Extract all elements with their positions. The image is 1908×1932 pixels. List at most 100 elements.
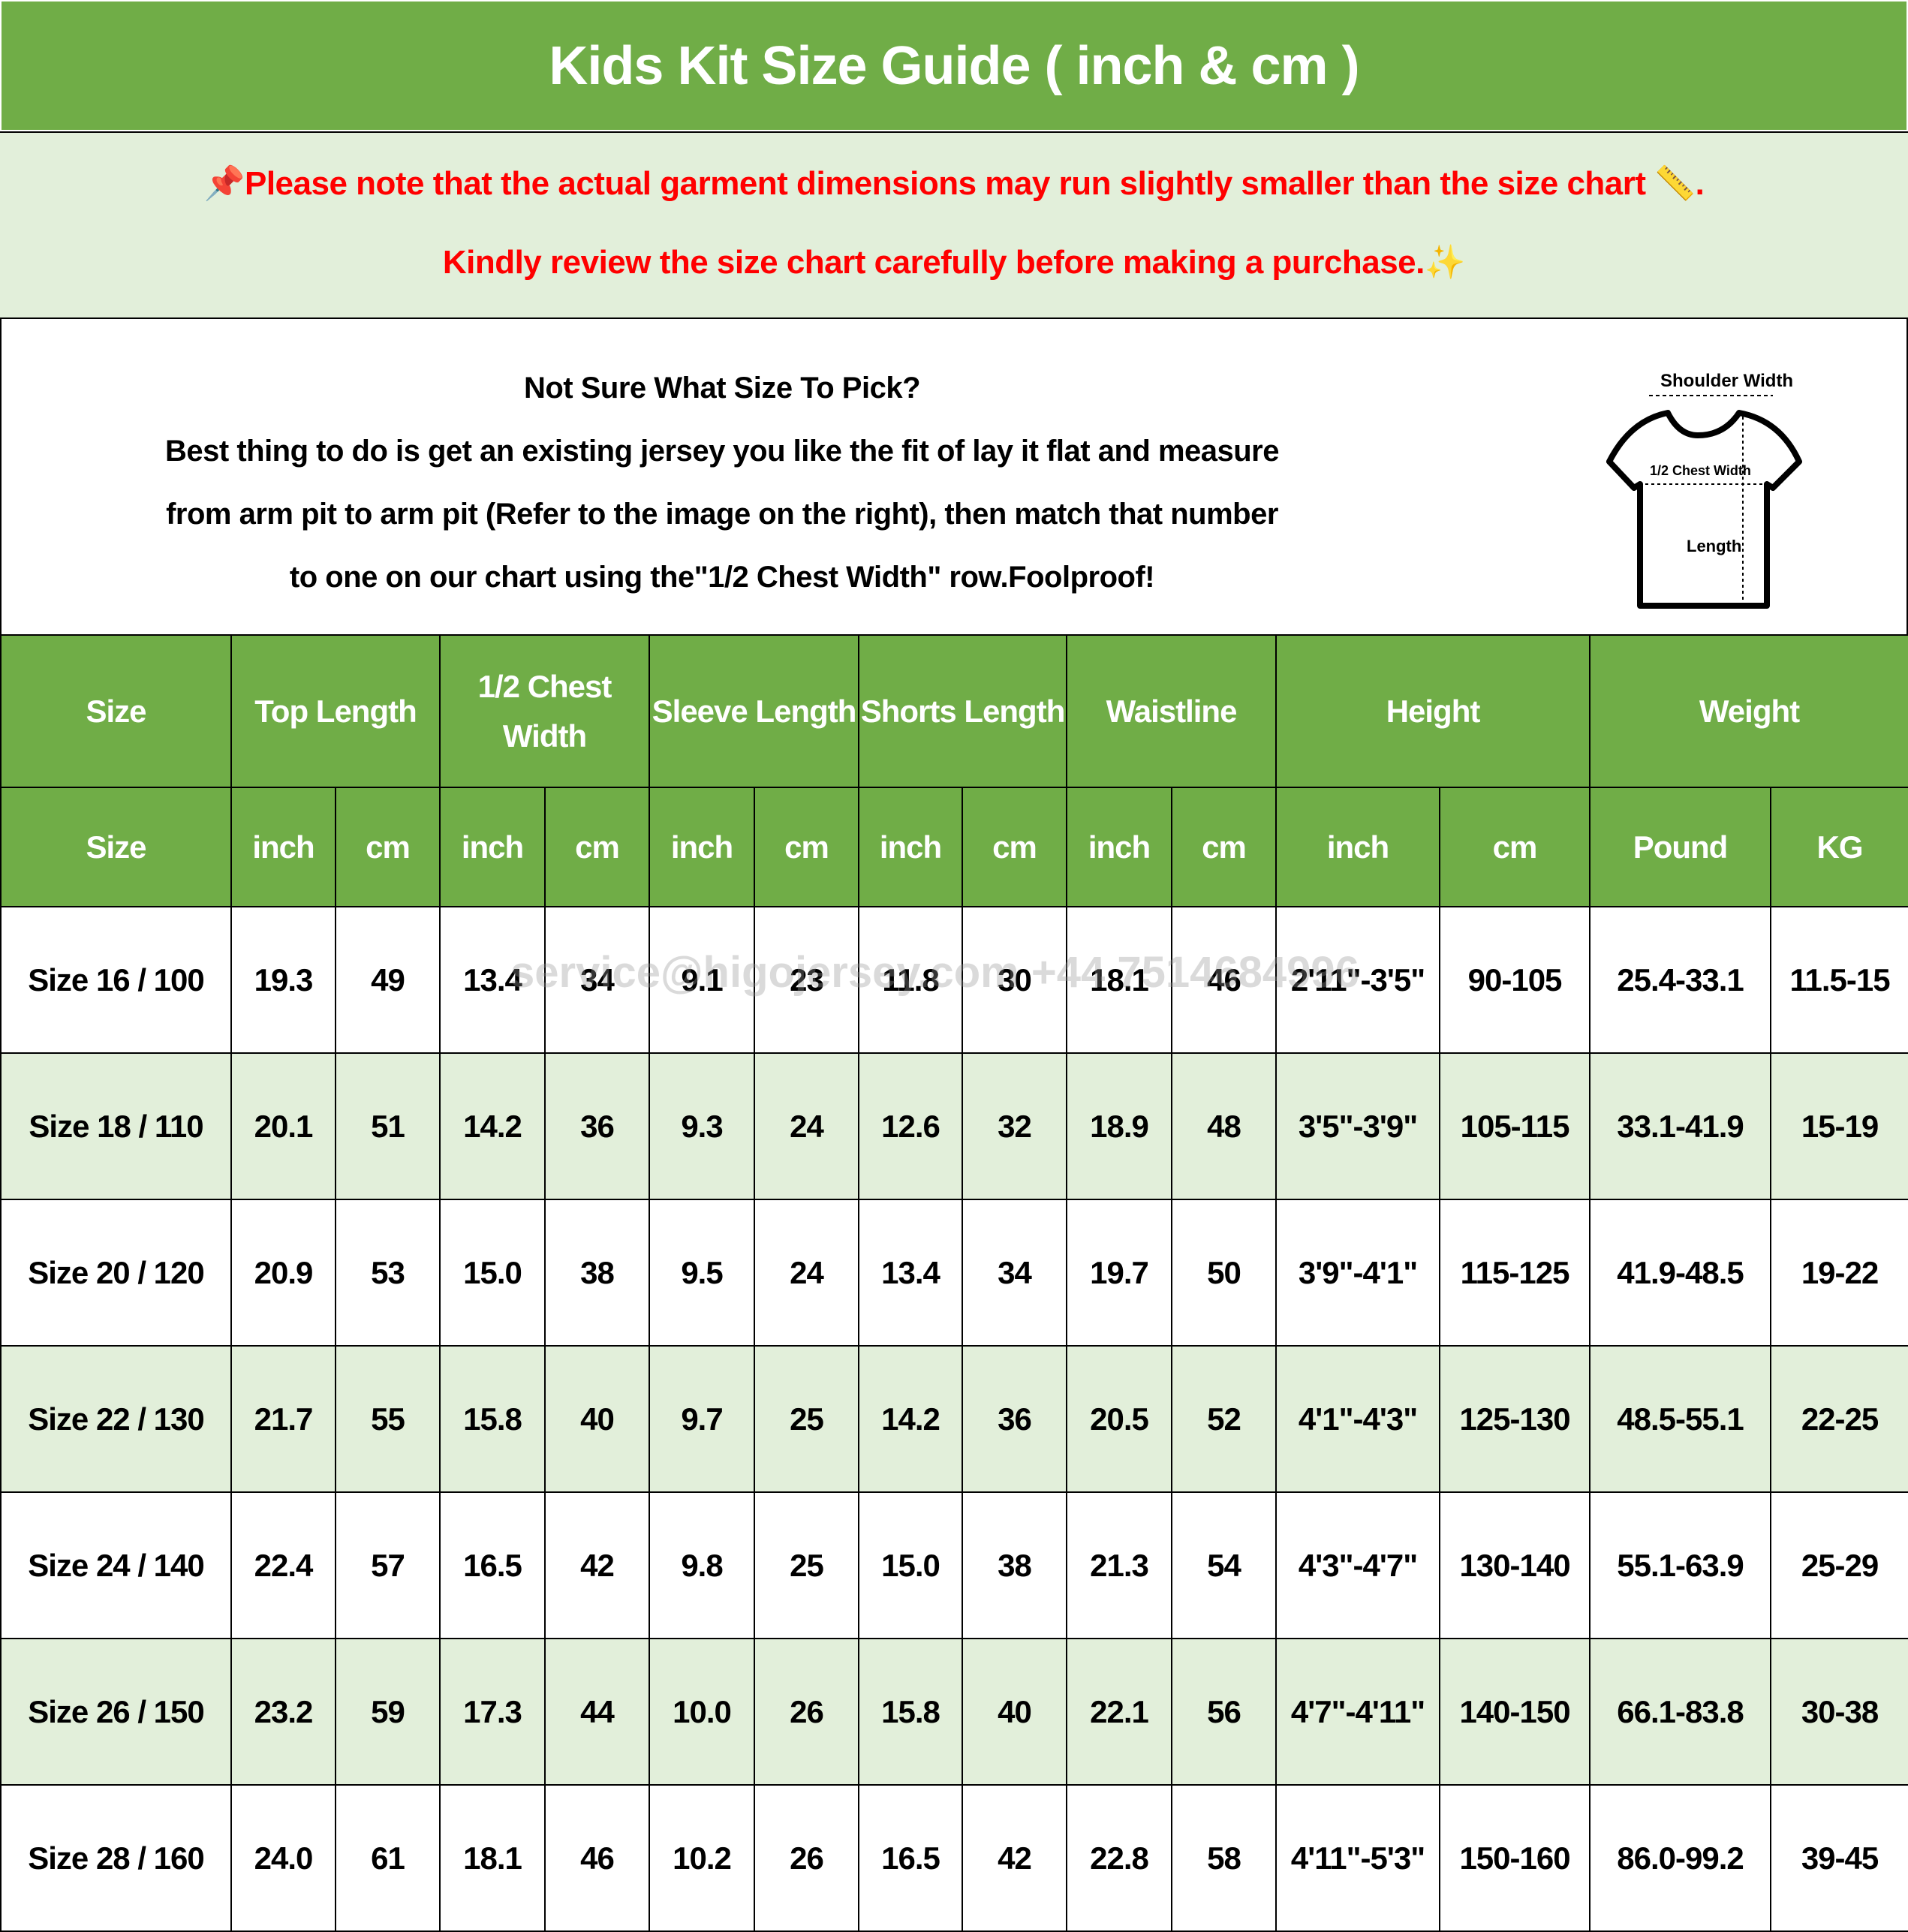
table-cell: 46	[1171, 906, 1278, 1054]
table-cell: 53	[334, 1199, 441, 1347]
table-cell: Size 16 / 100	[0, 906, 232, 1054]
table-cell: Size 18 / 110	[0, 1052, 232, 1200]
table-cell: 30-38	[1770, 1638, 1908, 1786]
unit-header: inch	[230, 787, 336, 907]
unit-header: KG	[1770, 787, 1908, 907]
diagram-chest-label: 1/2 Chest Width	[1650, 463, 1751, 478]
sparkles-icon: ✨	[1424, 244, 1466, 281]
unit-header: cm	[334, 787, 441, 907]
unit-header: cm	[544, 787, 651, 907]
table-cell: 48.5-55.1	[1589, 1345, 1772, 1493]
tshirt-measurement-diagram: Shoulder Width 1/2 Chest Width Length	[1606, 371, 1802, 609]
table-row: Size 20 / 120 20.9 53 15.0 38 9.5 24 13.4 34 19.7…	[0, 1199, 1908, 1347]
table-cell: Size 24 / 140	[0, 1491, 232, 1639]
header-row-groups: Size Top Length 1/2 Chest Width Sleeve Leng…	[0, 634, 1908, 788]
table-cell: 41.9-48.5	[1589, 1199, 1772, 1347]
table-cell: 25-29	[1770, 1491, 1908, 1639]
table-cell: 34	[962, 1199, 1068, 1347]
column-group-header: Height	[1275, 634, 1591, 788]
column-group-header: 1/2 Chest Width	[439, 634, 651, 788]
notice-line-1: Please note that the actual garment dime…	[244, 165, 1646, 202]
table-cell: 39-45	[1770, 1784, 1908, 1932]
table-cell: 55	[334, 1345, 441, 1493]
table-cell: 18.9	[1066, 1052, 1173, 1200]
table-cell: 52	[1171, 1345, 1278, 1493]
table-cell: 44	[544, 1638, 651, 1786]
table-cell: 11.5-15	[1770, 906, 1908, 1054]
table-cell: 40	[544, 1345, 651, 1493]
table-cell: 15.0	[858, 1491, 964, 1639]
advice-line-3: to one on our chart using the"1/2 Chest …	[289, 561, 1155, 594]
notice-banner: 📌Please note that the actual garment dim…	[0, 131, 1908, 319]
unit-header: inch	[1066, 787, 1173, 907]
table-cell: 24.0	[230, 1784, 336, 1932]
notice-line-2: Kindly review the size chart carefully b…	[442, 244, 1425, 281]
table-cell: 66.1-83.8	[1589, 1638, 1772, 1786]
table-cell: 115-125	[1439, 1199, 1591, 1347]
table-cell: 125-130	[1439, 1345, 1591, 1493]
unit-header: cm	[962, 787, 1068, 907]
advice-line-1: Best thing to do is get an existing jers…	[165, 435, 1280, 468]
unit-header: inch	[649, 787, 756, 907]
table-cell: 105-115	[1439, 1052, 1591, 1200]
table-cell: 30	[962, 906, 1068, 1054]
table-cell: 19-22	[1770, 1199, 1908, 1347]
table-cell: 15.0	[439, 1199, 546, 1347]
advice-heading: Not Sure What Size To Pick?	[523, 372, 921, 405]
table-cell: 3'9"-4'1"	[1275, 1199, 1441, 1347]
table-cell: 24	[754, 1052, 860, 1200]
table-cell: 15-19	[1770, 1052, 1908, 1200]
table-cell: 32	[962, 1052, 1068, 1200]
watermark: service@higojersey.com +44 7514684996	[510, 948, 1359, 997]
table-cell: 21.7	[230, 1345, 336, 1493]
table-cell: 9.7	[649, 1345, 756, 1493]
column-group-header: Top Length	[230, 634, 441, 788]
table-cell: 9.3	[649, 1052, 756, 1200]
table-cell: 18.1	[439, 1784, 546, 1932]
column-group-header: Waistline	[1066, 634, 1278, 788]
unit-header: cm	[754, 787, 860, 907]
table-cell: 48	[1171, 1052, 1278, 1200]
table-cell: 22.4	[230, 1491, 336, 1639]
table-cell: 20.9	[230, 1199, 336, 1347]
table-cell: 25.4-33.1	[1589, 906, 1772, 1054]
table-cell: 59	[334, 1638, 441, 1786]
unit-header: inch	[858, 787, 964, 907]
table-cell: 61	[334, 1784, 441, 1932]
unit-header: inch	[1275, 787, 1441, 907]
table-row: Size 24 / 140 22.4 57 16.5 42 9.8 25 15.0 38 21.3…	[0, 1491, 1908, 1639]
unit-header: cm	[1439, 787, 1591, 907]
table-cell: 38	[962, 1491, 1068, 1639]
table-cell: 4'11"-5'3"	[1275, 1784, 1441, 1932]
table-cell: 36	[962, 1345, 1068, 1493]
table-cell: 24	[754, 1199, 860, 1347]
table-cell: Size 20 / 120	[0, 1199, 232, 1347]
table-cell: 86.0-99.2	[1589, 1784, 1772, 1932]
ruler-icon: 📏	[1654, 165, 1696, 202]
table-cell: 57	[334, 1491, 441, 1639]
table-cell: 19.3	[230, 906, 336, 1054]
table-cell: 56	[1171, 1638, 1278, 1786]
table-cell: 26	[754, 1784, 860, 1932]
table-cell: 14.2	[439, 1052, 546, 1200]
table-row: Size 18 / 110 20.1 51 14.2 36 9.3 24 12.6 32 18.9…	[0, 1052, 1908, 1200]
diagram-length-label: Length	[1687, 537, 1741, 555]
table-cell: 4'1"-4'3"	[1275, 1345, 1441, 1493]
table-cell: 42	[962, 1784, 1068, 1932]
header-row-units: Size inch cm inch cm inch cm inch cm inch cm inch cm…	[0, 787, 1908, 907]
diagram-shoulder-label: Shoulder Width	[1660, 371, 1793, 391]
table-cell: 3'5"-3'9"	[1275, 1052, 1441, 1200]
table-cell: 16.5	[858, 1784, 964, 1932]
size-chart-table: Size Top Length 1/2 Chest Width Sleeve Leng…	[0, 634, 1908, 1932]
table-cell: 38	[544, 1199, 651, 1347]
unit-header: Pound	[1589, 787, 1772, 907]
table-cell: 25	[754, 1345, 860, 1493]
table-cell: 22.8	[1066, 1784, 1173, 1932]
advice-line-2: from arm pit to arm pit (Refer to the im…	[166, 498, 1278, 531]
table-cell: 13.4	[439, 906, 546, 1054]
table-cell: Size 26 / 150	[0, 1638, 232, 1786]
table-cell: 10.0	[649, 1638, 756, 1786]
column-group-header: Sleeve Length	[649, 634, 860, 788]
table-cell: 9.1	[649, 906, 756, 1054]
table-cell: 11.8	[858, 906, 964, 1054]
